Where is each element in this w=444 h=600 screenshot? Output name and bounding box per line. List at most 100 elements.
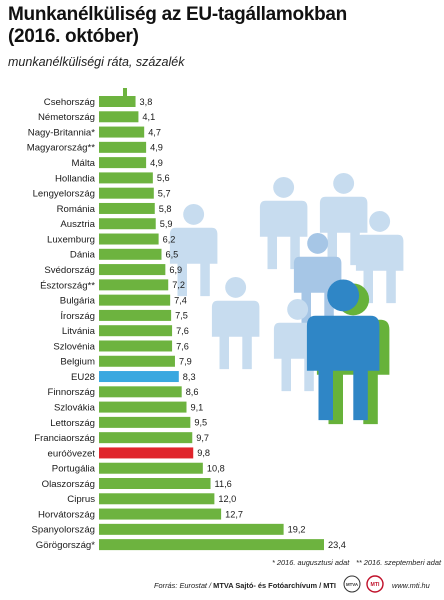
bar-22 [99,432,193,444]
value-label-19: 8,6 [186,387,199,397]
category-label-23: euróövezet [48,448,96,459]
value-label-12: 7,2 [172,280,185,290]
value-label-25: 11,6 [215,479,232,489]
bar-10 [99,248,162,260]
value-label-20: 9,1 [191,402,204,412]
value-label-8: 5,9 [160,219,173,229]
bar-2 [99,126,145,138]
category-label-12: Észtország** [40,280,95,291]
source-agency: MTVA Sajtó- és Fotóarchívum / MTI [213,581,336,590]
bar-17 [99,355,175,367]
category-label-3: Magyarország** [27,143,96,154]
category-label-21: Lettország [50,418,95,429]
bar-21 [99,416,191,428]
value-label-3: 4,9 [150,143,163,153]
bar-6 [99,187,154,199]
bar-9 [99,233,159,245]
value-label-1: 4,1 [142,112,155,122]
person-figure-light [211,276,260,370]
chart-title: Munkanélküliség az EU-tagállamokban [8,4,347,25]
bar-0 [99,96,136,107]
bars-group: Csehország 3,8 Németország 4,1 Nagy-Britanni… [27,96,346,551]
value-label-7: 5,8 [159,204,172,214]
bar-24 [99,462,203,474]
value-label-22: 9,7 [196,433,209,443]
bar-25 [99,478,211,489]
person-figure-light [355,210,404,304]
value-label-10: 6,5 [166,250,179,260]
category-label-16: Szlovénia [53,341,95,352]
category-label-15: Litvánia [62,326,96,337]
category-label-8: Ausztria [60,219,95,230]
source-url: www.mti.hu [392,581,430,590]
bar-baseline-stem [123,88,127,100]
value-label-0: 3,8 [140,97,153,107]
mti-logo-text: MTI [371,582,380,588]
person-figure-light [319,172,368,266]
value-label-4: 4,9 [150,158,163,168]
bar-15 [99,325,173,337]
bar-28 [99,523,284,535]
category-label-6: Lengyelország [33,189,95,200]
bar-12 [99,279,169,291]
bar-3 [99,141,147,153]
footnote-august: * 2016. augusztusi adat [272,558,350,567]
value-label-6: 5,7 [158,188,171,198]
bar-1 [99,111,139,123]
value-label-29: 23,4 [328,540,346,550]
mtva-logo-text: MTVA [346,582,359,587]
mtva-logo-icon: MTVA [343,575,361,593]
value-label-28: 19,2 [288,525,306,535]
chart-title-date: (2016. október) [8,26,139,47]
chart-subtitle: munkanélküliségi ráta, százalék [8,55,185,69]
bar-18 [99,371,179,383]
category-label-20: Szlovákia [54,403,96,414]
value-label-11: 6,9 [169,265,182,275]
category-label-1: Németország [38,112,95,123]
person-figure-light [169,203,218,297]
value-label-5: 5,6 [157,173,170,183]
value-label-21: 9,5 [194,418,207,428]
bar-14 [99,309,172,321]
value-label-24: 10,8 [207,464,225,474]
bar-11 [99,264,166,276]
category-label-18: EU28 [71,372,95,383]
value-label-18: 8,3 [183,372,196,382]
bar-19 [99,386,182,398]
value-label-26: 12,0 [218,494,236,504]
mti-logo-icon: MTI [366,575,384,593]
category-label-19: Finnország [48,387,95,398]
bar-23 [99,447,194,459]
value-label-23: 9,8 [197,448,210,458]
bar-13 [99,294,171,306]
bar-4 [99,157,147,169]
category-label-7: Románia [57,204,96,215]
category-label-29: Görögország* [36,540,95,551]
bar-27 [99,508,222,520]
bar-20 [99,401,187,413]
bar-7 [99,202,155,214]
category-label-13: Bulgária [60,296,96,307]
value-label-16: 7,6 [176,341,189,351]
category-label-11: Svédország [44,265,95,276]
category-label-26: Ciprus [67,494,95,505]
source-lead: Forrás: Eurostat / [154,581,214,590]
title-block: Munkanélküliség az EU-tagállamokban (201… [8,4,438,70]
people-illustration [169,172,404,425]
category-label-25: Olaszország [42,479,95,490]
category-label-2: Nagy-Britannia* [28,127,95,138]
value-label-15: 7,6 [176,326,189,336]
value-label-2: 4,7 [148,127,161,137]
value-label-27: 12,7 [225,509,243,519]
person-figure-front [306,279,380,421]
bar-26 [99,493,215,505]
category-label-17: Belgium [60,357,95,368]
bar-5 [99,172,153,184]
source-credit: Forrás: Eurostat / MTVA Sajtó- és Fotóar… [154,581,336,590]
category-label-22: Franciaország [34,433,95,444]
category-label-28: Spanyolország [32,525,95,536]
category-label-9: Luxemburg [47,234,95,245]
value-label-14: 7,5 [175,311,188,321]
